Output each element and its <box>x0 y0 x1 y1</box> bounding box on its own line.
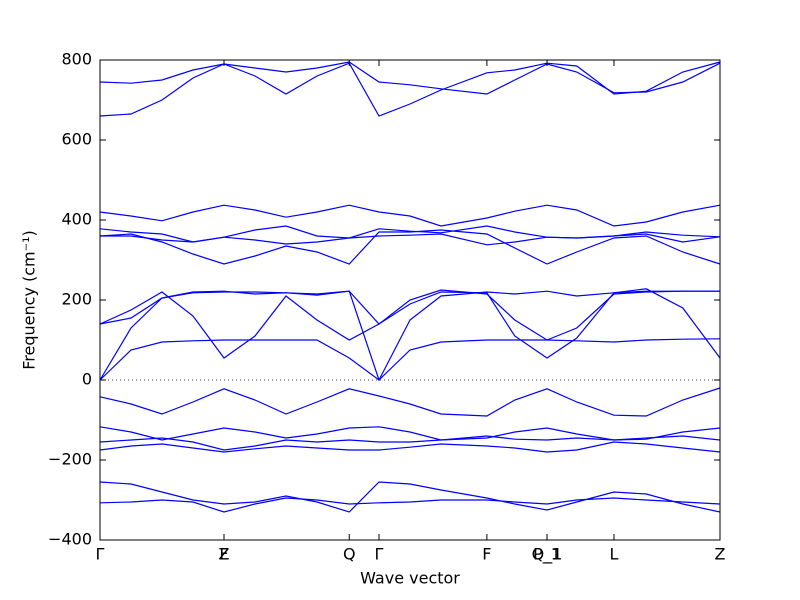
band-line <box>100 233 721 246</box>
y-tick-label: −200 <box>48 450 92 469</box>
y-tick-label: 0 <box>82 370 92 389</box>
band-line <box>99 338 721 381</box>
x-tick-label: Z <box>219 545 230 564</box>
x-axis-label: Wave vector <box>360 569 460 588</box>
band-line <box>99 387 721 417</box>
x-tick-label: L <box>610 545 619 564</box>
x-tick-label: Γ <box>96 545 105 564</box>
band-line <box>99 61 721 117</box>
x-tick-label: F <box>482 545 491 564</box>
band-line <box>99 497 721 513</box>
band-line <box>99 426 721 441</box>
band-line <box>99 289 720 341</box>
band-line <box>99 435 721 451</box>
x-tick-label: Z <box>715 545 726 564</box>
y-tick-label: 600 <box>61 130 92 149</box>
band-line <box>99 229 721 265</box>
x-tick-label: P_1 <box>533 545 561 565</box>
x-tick-label: F <box>219 545 228 564</box>
band-line <box>99 290 720 382</box>
y-tick-label: 400 <box>61 210 92 229</box>
y-tick-label: −400 <box>48 530 92 549</box>
x-tick-label: Q <box>343 545 356 564</box>
band-line <box>99 481 721 513</box>
band-line <box>99 225 721 243</box>
band-line <box>99 288 721 359</box>
y-tick-label: 200 <box>61 290 92 309</box>
band-line <box>99 204 721 227</box>
band-line <box>99 441 721 453</box>
x-tick-label: Q_1 <box>532 545 563 565</box>
y-axis-label: Frequency (cm⁻¹) <box>20 230 39 369</box>
x-tick-label: Γ <box>375 545 384 564</box>
plot-frame <box>99 59 721 541</box>
y-tick-label: 800 <box>61 50 92 69</box>
